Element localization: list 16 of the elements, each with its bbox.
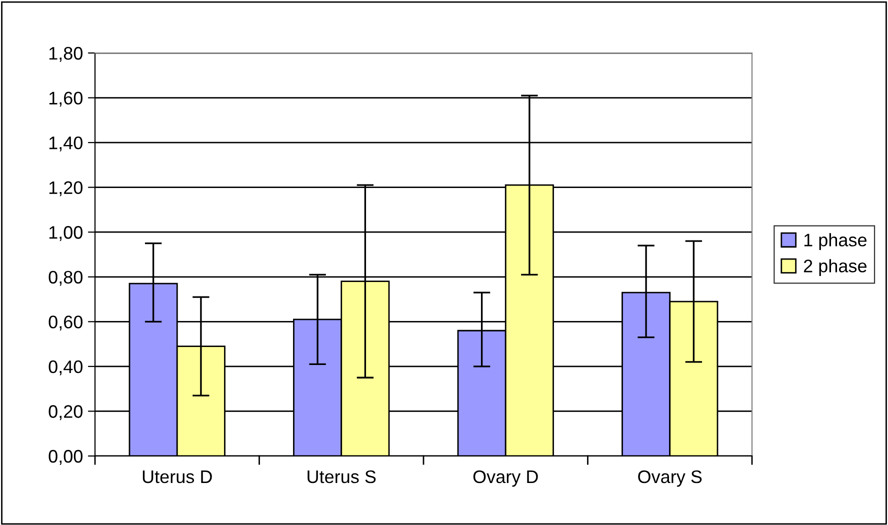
y-tick-label: 1,80	[49, 46, 82, 62]
y-tick-label: 0,40	[48, 360, 82, 376]
y-tick-label: 0,00	[48, 450, 82, 465]
y-tick-label: 0,80	[48, 270, 82, 286]
y-tick-label: 1,40	[49, 136, 82, 152]
y-tick-label: 1,60	[49, 92, 82, 107]
x-tick-label: Uterus S	[308, 470, 376, 484]
legend-label: 2 phase	[804, 259, 867, 276]
x-tick-label: Ovary D	[473, 470, 538, 487]
legend-label: 1 phase	[804, 233, 867, 250]
y-tick-label: 0,60	[48, 316, 82, 331]
x-tick-label: Uterus D	[142, 470, 212, 484]
y-tick-label: 1,20	[49, 181, 82, 196]
x-tick-label: Ovary S	[638, 470, 702, 487]
y-tick-label: 0,20	[48, 405, 82, 420]
y-tick-label: 1,00	[49, 226, 82, 241]
